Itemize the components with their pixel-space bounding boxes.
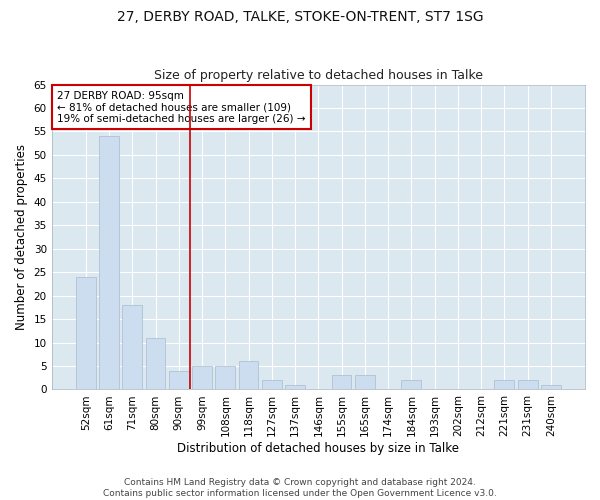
Bar — [262, 380, 282, 390]
Bar — [169, 370, 188, 390]
Bar — [192, 366, 212, 390]
Bar — [518, 380, 538, 390]
Bar — [239, 362, 259, 390]
Text: 27, DERBY ROAD, TALKE, STOKE-ON-TRENT, ST7 1SG: 27, DERBY ROAD, TALKE, STOKE-ON-TRENT, S… — [116, 10, 484, 24]
Bar — [285, 385, 305, 390]
Bar — [494, 380, 514, 390]
Bar — [215, 366, 235, 390]
Bar — [99, 136, 119, 390]
Bar — [76, 277, 95, 390]
Bar — [355, 376, 375, 390]
Title: Size of property relative to detached houses in Talke: Size of property relative to detached ho… — [154, 69, 483, 82]
Text: 27 DERBY ROAD: 95sqm
← 81% of detached houses are smaller (109)
19% of semi-deta: 27 DERBY ROAD: 95sqm ← 81% of detached h… — [57, 90, 305, 124]
Bar — [541, 385, 561, 390]
Bar — [401, 380, 421, 390]
X-axis label: Distribution of detached houses by size in Talke: Distribution of detached houses by size … — [178, 442, 460, 455]
Text: Contains HM Land Registry data © Crown copyright and database right 2024.
Contai: Contains HM Land Registry data © Crown c… — [103, 478, 497, 498]
Y-axis label: Number of detached properties: Number of detached properties — [15, 144, 28, 330]
Bar — [332, 376, 352, 390]
Bar — [146, 338, 166, 390]
Bar — [122, 305, 142, 390]
